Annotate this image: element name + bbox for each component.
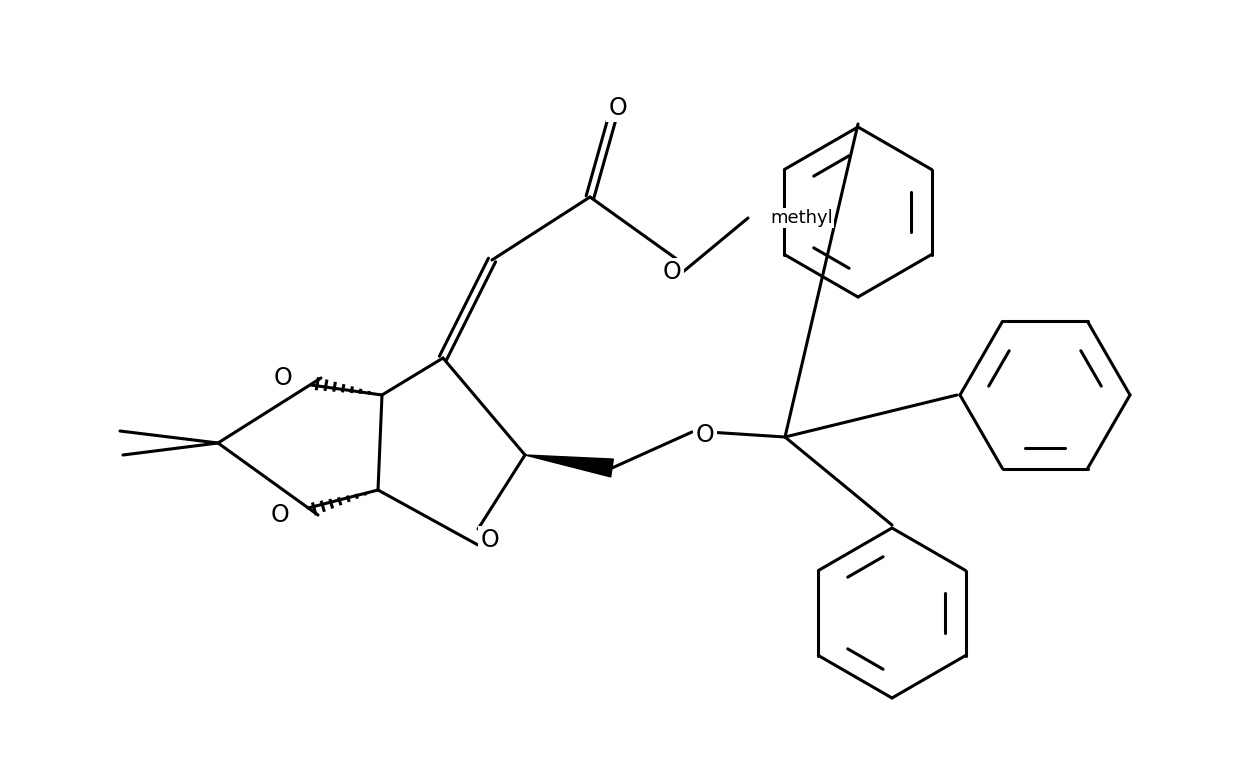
Text: O: O [271, 503, 290, 527]
Text: O: O [609, 96, 628, 120]
Text: O: O [662, 260, 681, 284]
Polygon shape [525, 455, 613, 477]
Text: O: O [274, 366, 292, 390]
Text: O: O [696, 423, 714, 447]
Text: O: O [480, 528, 499, 552]
Text: methyl: methyl [770, 209, 833, 227]
